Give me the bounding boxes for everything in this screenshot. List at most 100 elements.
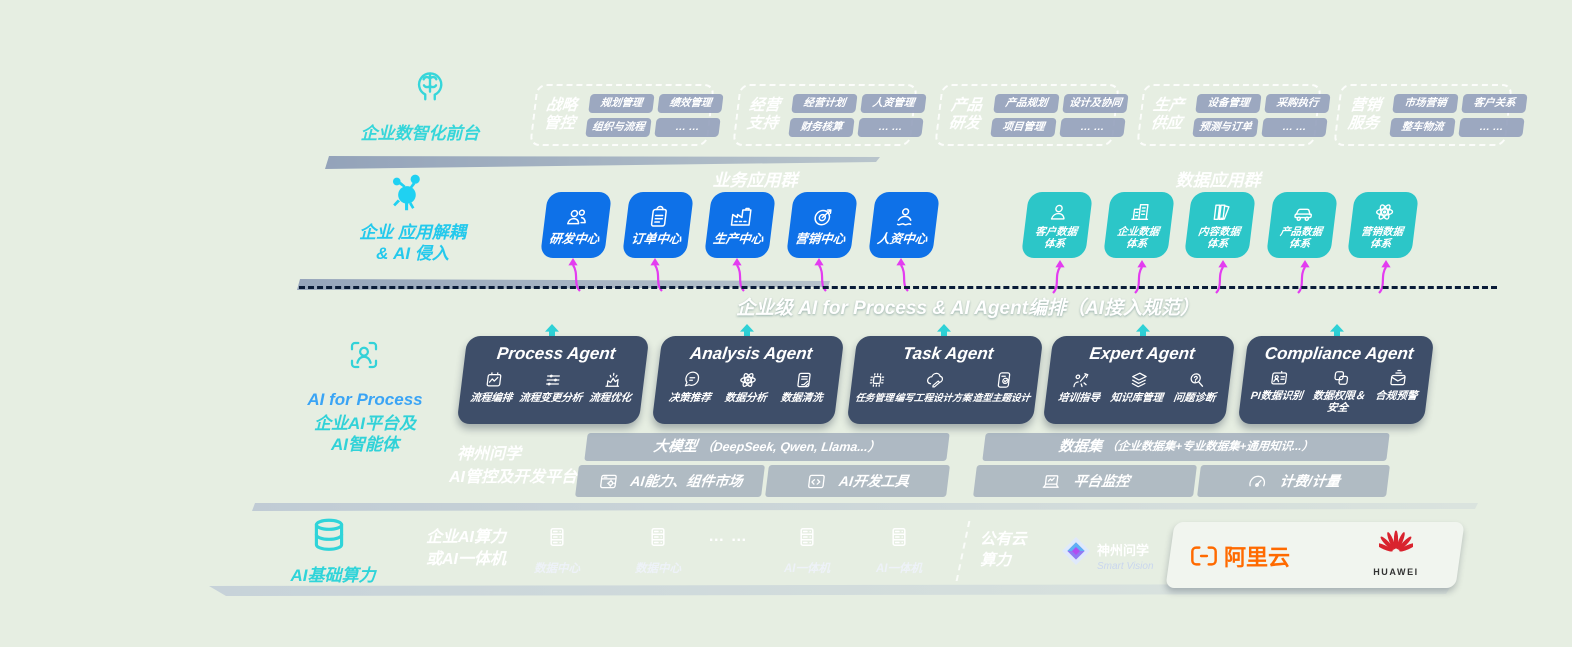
agent-title: Task Agent [901,344,995,363]
module-chip: 经营计划 [791,93,858,113]
layer-dashed-separator [299,286,1497,289]
module-chip: 人资管理 [860,93,927,113]
group-title: 生产 供应 [1149,97,1186,132]
module-chip: 项目管理 [990,117,1057,137]
flow-arrow [1047,259,1067,300]
data-box-customer: 客户数据 体系 [1020,192,1094,258]
atom-icon [737,370,759,390]
ai-for-process-label: AI for Process [307,390,423,409]
books-icon [1209,201,1234,223]
chat-face-icon [681,370,703,390]
mail-alert-icon [1387,368,1409,388]
dataset-bar-title: 数据集 [1057,439,1104,455]
smart-vision-name-cn: 神州问学 [1097,543,1150,558]
data-box-content: 内容数据 体系 [1183,192,1257,258]
agent-item-label: 数据权限＆安全 [1312,390,1366,414]
interlock-icon [1330,368,1352,388]
group-title: 营销 服务 [1346,97,1383,132]
agent-title: Process Agent [495,344,617,363]
group-title: 战略 管控 [542,97,579,132]
agent-card-process: Process Agent 流程编排 流程变更分析 流程优化 [456,336,650,424]
module-chip: 市场营销 [1392,93,1459,113]
ai-appliance-label: AI一体机 [784,563,830,575]
front-group-operations: 经营 支持 经营计划 人资管理 财务核算 … … [732,84,927,146]
flow-arrow [1210,259,1230,300]
brain-icon [411,66,449,104]
server-icon [646,522,670,552]
front-group-strategy: 战略 管控 规划管理 绩效管理 组织与流程 … … [529,84,724,146]
chip-grid-icon [866,370,888,390]
module-chip: 设备管理 [1195,93,1262,113]
dataset-bar-sub: （企业数据集+专业数据集+通用知识...） [1105,441,1314,453]
doc-wave-icon [482,370,504,390]
ai-appliance-label: AI一体机 [876,563,922,575]
layers-icon [1128,370,1150,390]
agent-item-label: PI数据识别 [1249,390,1304,402]
agent-card-compliance: Compliance Agent PI数据识别 数据权限＆安全 合规预警 [1237,336,1435,424]
person-flow-icon [892,205,919,229]
box-label: 人资中心 [876,231,929,246]
module-chip: … … [1261,117,1328,137]
chip-platform-monitor: 平台监控 [973,465,1197,497]
server-icon [545,522,569,552]
vendor-platform-label: AI管控及开发平台 [449,469,578,486]
burst-icon [601,370,623,390]
agent-item-label: 流程编排 [469,392,514,404]
apps-layer-label: 企业 应用解耦 & AI 侵入 [359,223,466,263]
doc-clean-icon [793,370,815,390]
agent-title: Expert Agent [1088,344,1196,363]
module-chip: 组织与流程 [585,117,652,137]
flow-arrow [648,257,668,298]
training-icon [1070,370,1092,390]
huawei-logo: HUAWEI [1358,527,1434,577]
chip-dev-tools: AI开发工具 [765,465,950,497]
box-label: 生产中心 [712,231,765,246]
business-box-marketing-center: 营销中心 [785,192,859,258]
flow-arrow [730,257,750,298]
data-box-marketing: 营销数据 体系 [1346,192,1420,258]
agent-card-task: Task Agent 任务管理 编写工程设计方案 造型主题设计 [846,336,1044,424]
agent-item-label: 问题诊断 [1172,392,1217,404]
agent-item-label: 任务管理 [854,393,895,404]
infra-layer-label: AI基础算力 [290,566,376,585]
module-chip: 整车物流 [1389,117,1456,137]
group-title: 产品 研发 [947,97,984,132]
module-chip: 财务核算 [788,117,855,137]
module-chip: 绩效管理 [657,93,724,113]
infra-dashed-divider [955,521,971,581]
module-chip: … … [1458,117,1525,137]
box-label: 内容数据 体系 [1197,225,1241,250]
smart-vision-name-en: Smart Vision [1097,561,1154,572]
agent-item-label: 合规预警 [1374,390,1419,402]
smart-vision-wordmark: 神州问学 Smart Vision [1097,540,1154,572]
agent-item-label: 编写工程设计方案 [894,393,973,404]
business-box-hr-center: 人资中心 [867,192,941,258]
module-chip: 客户关系 [1461,93,1528,113]
agent-item-label: 造型主题设计 [971,393,1031,404]
datacenter-label: 数据中心 [635,563,681,575]
model-bar-sub: （DeepSeek, Qwen, Llama...） [700,440,882,454]
molecule-icon [383,168,429,218]
id-card-icon [1268,368,1290,388]
target-icon [810,205,837,229]
person-icon [1046,201,1071,223]
vendor-name: 神州问学 [457,446,522,463]
flow-arrow [1373,259,1393,300]
business-box-rnd-center: 研发中心 [539,192,613,258]
partner-logo-card: 阿里云 HUAWEI [1165,522,1465,588]
chip-ai-market: AI能力、组件市场 [575,465,765,497]
agent-item-label: 流程优化 [588,392,633,404]
building-icon [1128,201,1153,223]
data-group-title: 数据应用群 [1175,171,1261,190]
agent-item-label: 知识库管理 [1109,392,1164,404]
agent-item-label: 流程变更分析 [518,392,584,404]
module-chip: … … [1059,117,1126,137]
module-chip: 采购执行 [1264,93,1331,113]
database-icon [308,515,350,557]
module-chip: 设计及协同 [1062,93,1129,113]
box-label: 订单中心 [630,231,683,246]
board-gear-icon [596,471,620,492]
server-icon [887,522,911,552]
ellipsis-label: … … [708,528,748,545]
